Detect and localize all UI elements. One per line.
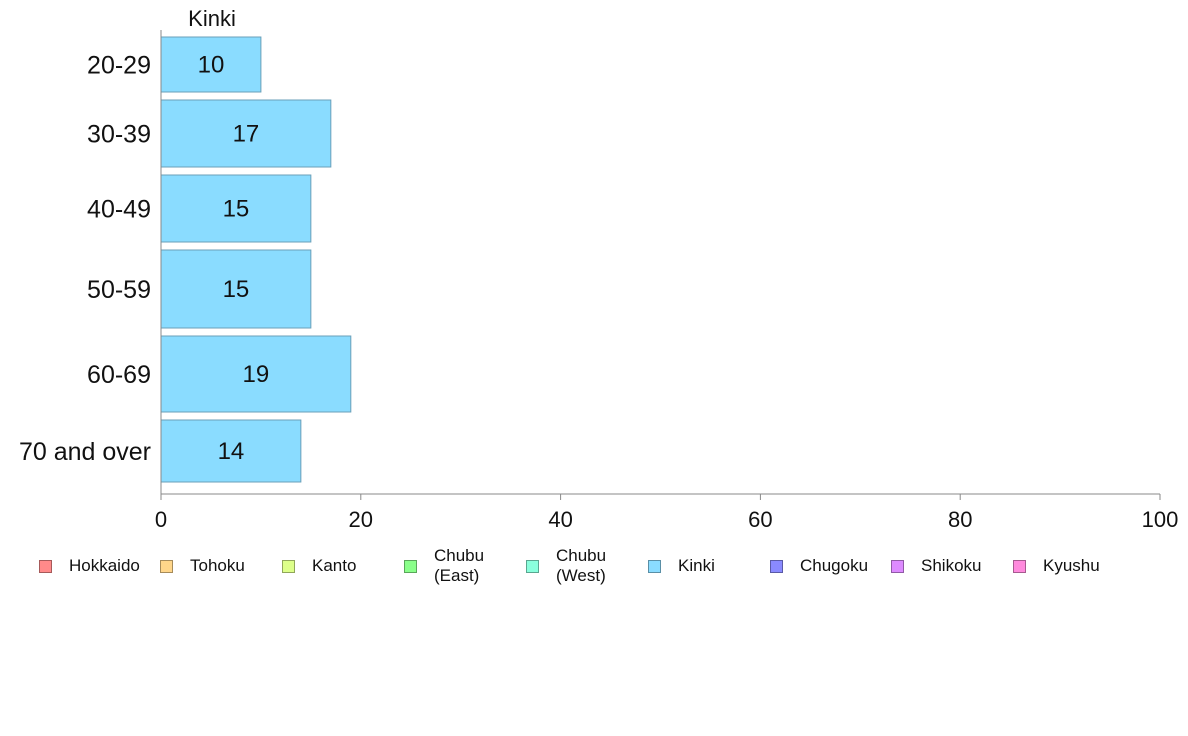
chart-title: Kinki: [188, 6, 236, 31]
legend-label: Kanto: [312, 556, 357, 575]
bar-50-59: [160, 249, 312, 329]
legend-label: Chubu (West): [556, 546, 607, 585]
legend-swatch: [770, 559, 783, 573]
legend-swatch: [1013, 559, 1026, 573]
x-tick-label: 100: [1142, 507, 1179, 532]
x-tick-label: 40: [548, 507, 572, 532]
legend-item: Tohoku: [160, 544, 245, 588]
legend-item: Chubu (East): [404, 544, 484, 588]
x-tick-label: 60: [748, 507, 772, 532]
bar-70-and-over: [160, 419, 302, 483]
legend-label: Chubu (East): [434, 546, 485, 585]
legend-item: Kyushu: [1013, 544, 1100, 588]
legend-swatch: [648, 559, 661, 573]
legend-swatch: [160, 559, 173, 573]
legend-swatch: [404, 559, 417, 573]
bar-20-29: [160, 36, 262, 93]
bar-value-label: 17: [233, 121, 260, 148]
legend-swatch: [526, 559, 539, 573]
bar-value-label: 19: [243, 361, 270, 388]
legend-label: Kinki: [678, 556, 715, 575]
legend-item: Hokkaido: [39, 544, 140, 588]
category-label: 60-69: [87, 361, 151, 389]
x-tick-label: 20: [349, 507, 373, 532]
legend: Hokkaido Tohoku Kanto Chubu (East) Chubu (We…: [0, 544, 1188, 588]
legend-item: Chugoku: [770, 544, 868, 588]
legend-label: Shikoku: [921, 556, 982, 575]
legend-swatch: [891, 559, 904, 573]
x-axis: 0 20 40 60 80 100: [155, 30, 1178, 532]
category-label: 20-29: [87, 52, 151, 80]
legend-label: Tohoku: [190, 556, 245, 575]
bar-chart: Kinki 10 20-29 17 30-39 15 40-49 15 50-59 19 60-6…: [19, 6, 1178, 532]
legend-item: Kanto: [282, 544, 356, 588]
legend-label: Kyushu: [1043, 556, 1100, 575]
legend-item: Chubu (West): [526, 544, 606, 588]
legend-swatch: [282, 559, 295, 573]
x-tick-label: 0: [155, 507, 167, 532]
legend-item: Kinki: [648, 544, 715, 588]
bar-60-69: [160, 335, 352, 413]
x-tick-label: 80: [948, 507, 972, 532]
bar-value-label: 15: [223, 196, 250, 223]
bar-value-label: 14: [218, 438, 245, 465]
bar-40-49: [160, 174, 312, 243]
category-label: 40-49: [87, 196, 151, 224]
legend-swatch: [39, 559, 52, 573]
legend-item: Shikoku: [891, 544, 981, 588]
bar-value-label: 10: [198, 52, 225, 79]
category-label: 70 and over: [19, 438, 151, 466]
category-label: 50-59: [87, 276, 151, 304]
legend-label: Chugoku: [800, 556, 869, 575]
legend-label: Hokkaido: [69, 556, 140, 575]
bars-group: 10 20-29 17 30-39 15 40-49 15 50-59 19 60-69 14 70 …: [19, 36, 352, 483]
bar-value-label: 15: [223, 276, 250, 303]
bar-30-39: [160, 99, 332, 168]
category-label: 30-39: [87, 121, 151, 149]
